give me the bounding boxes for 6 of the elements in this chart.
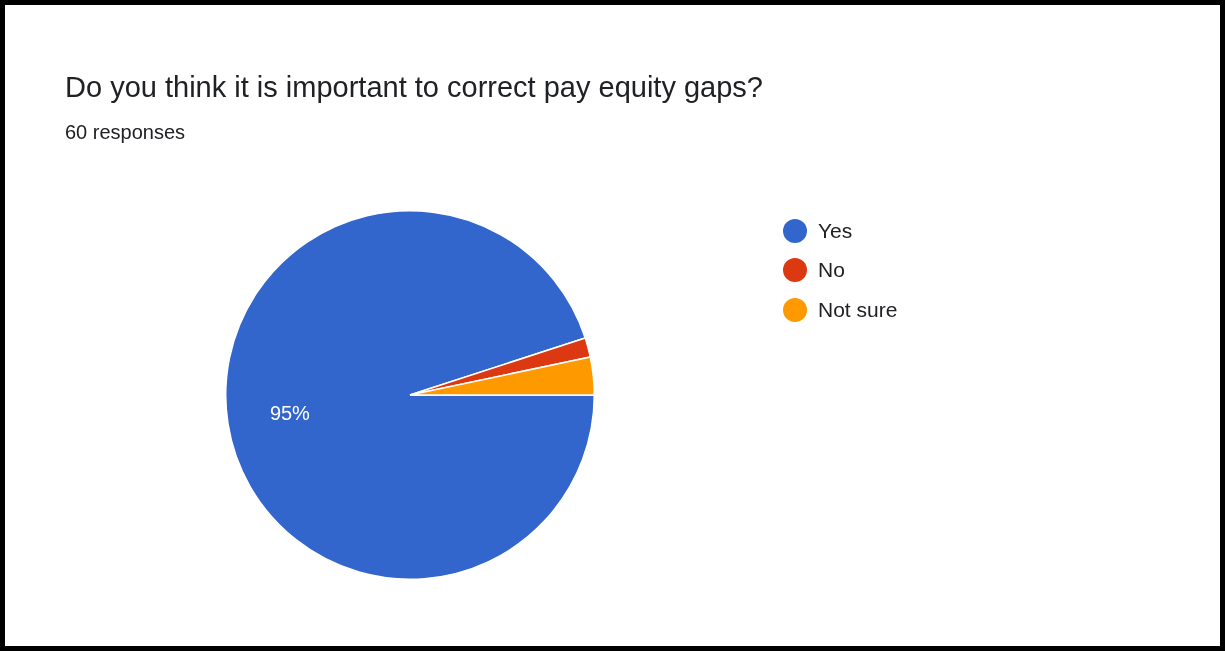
data-label: 95% bbox=[269, 401, 311, 424]
legend-label: No bbox=[818, 258, 845, 283]
legend-label: Yes bbox=[818, 218, 853, 243]
legend-label: Not sure bbox=[818, 297, 898, 322]
chart-subtitle: 60 responses bbox=[65, 121, 186, 144]
chart-title: Do you think it is important to correct pay equity gaps? bbox=[65, 71, 763, 104]
